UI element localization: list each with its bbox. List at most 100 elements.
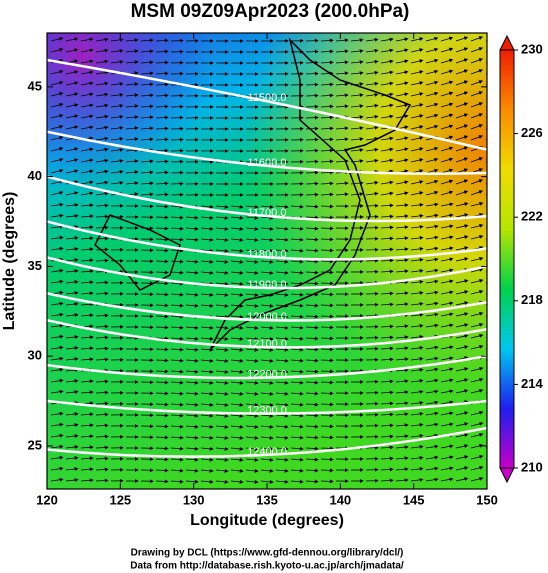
wind-arrow — [485, 62, 487, 64]
wind-arrow — [320, 82, 334, 87]
wind-arrow — [260, 435, 274, 440]
wind-arrow — [350, 38, 364, 43]
wind-arrow — [290, 259, 304, 264]
wind-arrow — [455, 69, 469, 75]
wind-arrow — [275, 226, 289, 231]
plot-area: 11500.0 11600.0 11700.0 11800.0 11900.0 12000… — [47, 33, 487, 489]
wind-arrow — [215, 402, 229, 407]
wind-arrow — [455, 179, 469, 185]
wind-arrow — [215, 479, 229, 484]
wind-arrow — [380, 236, 394, 241]
wind-arrow — [410, 114, 424, 119]
wind-arrow — [95, 37, 109, 42]
wind-arrow — [395, 48, 409, 53]
wind-arrow — [215, 226, 229, 231]
wind-arrow — [155, 413, 169, 418]
wind-arrow — [155, 38, 169, 43]
wind-arrow — [170, 457, 184, 462]
wind-arrow — [185, 347, 199, 352]
wind-arrow — [440, 235, 454, 240]
wind-arrow — [230, 237, 244, 242]
wind-arrow — [155, 314, 169, 319]
wind-arrow — [260, 336, 274, 341]
wind-arrow — [380, 247, 394, 252]
wind-arrow — [470, 47, 484, 53]
colorbar-tick-label: 218 — [521, 292, 543, 307]
wind-arrow — [65, 258, 79, 263]
wind-arrow — [275, 336, 289, 341]
wind-arrow — [50, 356, 64, 361]
wind-arrow — [380, 434, 394, 439]
wind-arrow — [380, 291, 394, 296]
wind-arrow — [350, 104, 364, 109]
wind-arrow — [455, 124, 469, 130]
wind-arrow — [50, 202, 64, 207]
wind-arrow — [305, 60, 319, 65]
wind-arrow — [185, 325, 199, 330]
wind-arrow — [485, 172, 487, 174]
wind-arrow — [440, 47, 454, 53]
wind-arrow — [65, 390, 79, 395]
wind-arrow — [380, 302, 394, 307]
wind-arrow — [455, 47, 469, 53]
wind-arrow — [185, 226, 199, 231]
wind-arrow — [395, 191, 409, 196]
wind-arrow — [425, 389, 439, 394]
wind-arrow — [80, 379, 94, 384]
wind-arrow — [230, 424, 244, 429]
wind-arrow — [485, 183, 487, 185]
wind-arrow — [440, 378, 454, 383]
wind-arrow — [200, 457, 214, 462]
wind-arrow — [95, 335, 109, 340]
wind-arrow — [125, 104, 139, 109]
wind-arrow — [290, 336, 304, 341]
wind-arrow — [80, 48, 94, 53]
wind-arrow — [230, 248, 244, 253]
wind-arrow — [410, 70, 424, 75]
wind-arrow — [155, 468, 169, 473]
wind-arrow — [440, 146, 454, 152]
wind-arrow — [65, 114, 79, 119]
wind-arrow — [200, 226, 214, 231]
wind-arrow — [440, 367, 454, 372]
y-tick-label: 35 — [28, 258, 42, 273]
contour-label: 12000.0 — [247, 311, 287, 323]
wind-arrow — [365, 48, 379, 53]
x-tick-label: 135 — [256, 492, 278, 507]
wind-arrow — [380, 225, 394, 230]
footer: Drawing by DCL (https://www.gfd-dennou.o… — [131, 548, 404, 559]
wind-arrow — [155, 148, 169, 153]
wind-arrow — [155, 259, 169, 264]
wind-arrow — [50, 80, 64, 86]
wind-arrow — [260, 270, 274, 275]
wind-arrow — [425, 80, 439, 86]
wind-arrow — [65, 158, 79, 163]
wind-arrow — [275, 270, 289, 275]
wind-arrow — [395, 357, 409, 362]
wind-arrow — [365, 147, 379, 152]
wind-arrow — [65, 280, 79, 285]
wind-arrow — [110, 92, 124, 97]
wind-arrow — [65, 346, 79, 351]
wind-arrow — [260, 204, 274, 209]
contour-label: 11700.0 — [248, 207, 287, 219]
wind-arrow — [410, 411, 424, 416]
wind-arrow — [215, 215, 229, 220]
wind-arrow — [305, 325, 319, 330]
wind-arrow — [485, 205, 487, 207]
wind-arrow — [485, 403, 487, 405]
wind-arrow — [155, 126, 169, 131]
wind-arrow — [275, 391, 289, 396]
wind-arrow — [455, 334, 469, 339]
wind-arrow — [50, 323, 64, 328]
wind-arrow — [305, 181, 319, 186]
wind-arrow — [425, 433, 439, 438]
wind-arrow — [410, 345, 424, 350]
wind-arrow — [65, 269, 79, 274]
contour-line — [47, 354, 487, 380]
wind-arrow — [50, 301, 64, 306]
wind-arrow — [485, 161, 487, 163]
wind-arrow — [260, 259, 274, 264]
wind-arrow — [95, 258, 109, 263]
wind-arrow — [440, 202, 454, 207]
